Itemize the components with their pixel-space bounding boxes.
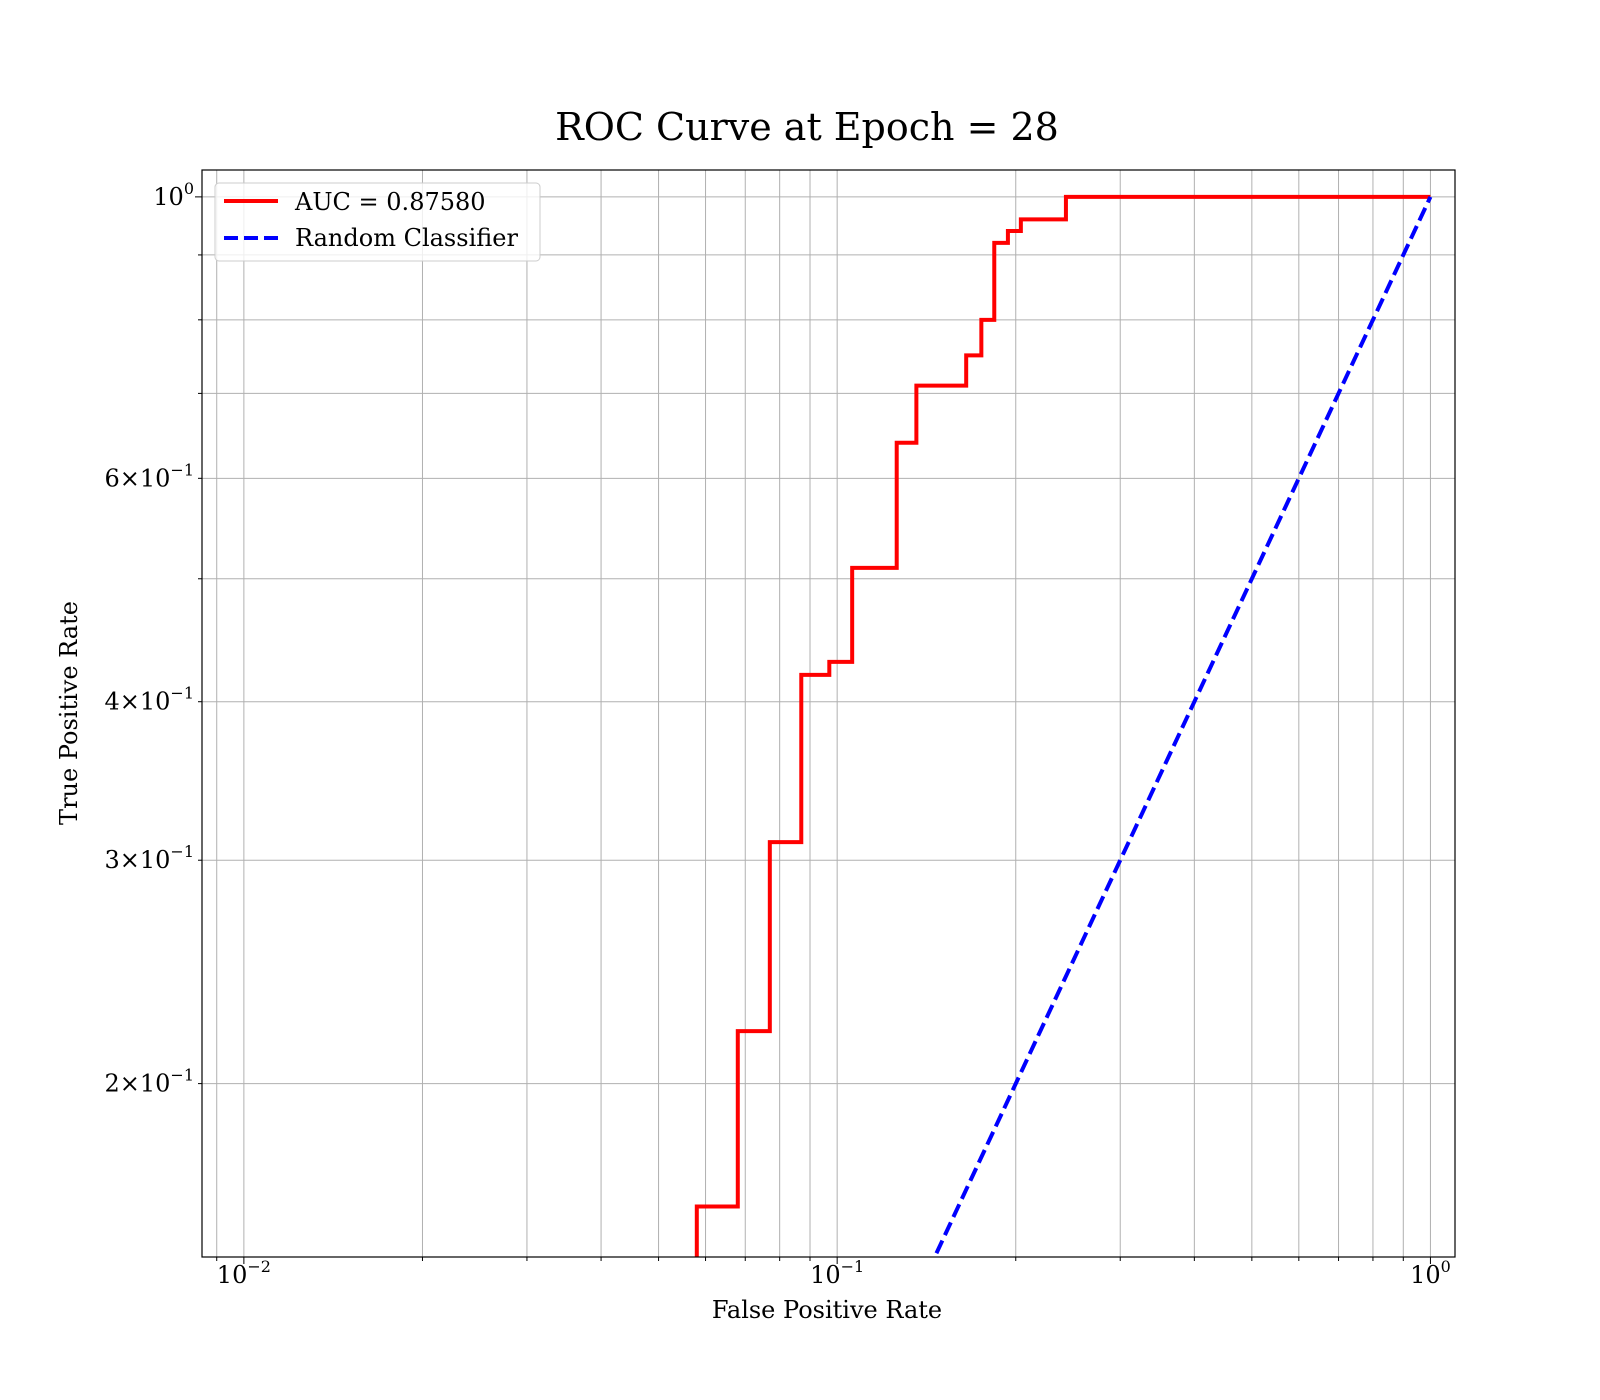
x-tick-label: 10−1	[810, 1257, 864, 1289]
grid	[202, 170, 1455, 1257]
series-layer	[694, 194, 1433, 1257]
legend-box	[214, 182, 541, 262]
y-tick-label: 2×10−1	[104, 1066, 194, 1098]
y-tick-label: 100	[153, 179, 194, 211]
legend-label-random: Random Classifier	[295, 224, 518, 252]
x-tick-label: 100	[1410, 1257, 1451, 1289]
y-tick-label: 4×10−1	[104, 684, 194, 716]
x-axis-label: False Positive Rate	[712, 1296, 942, 1324]
y-tick-label: 3×10−1	[104, 842, 194, 874]
plot-frame	[201, 169, 1456, 1258]
roc-curve-line	[694, 194, 1431, 1257]
legend-label-auc: AUC = 0.87580	[294, 188, 486, 216]
ticks: 10−2 10−1 100 2×10−1 3×10−1 4×10−1 6×10−1 100	[104, 179, 1450, 1289]
random-classifier-line	[934, 196, 1433, 1255]
y-axis-label: True Positive Rate	[55, 601, 83, 825]
y-tick-label: 6×10−1	[104, 460, 194, 492]
chart-title: ROC Curve at Epoch = 28	[555, 105, 1059, 149]
legend: AUC = 0.87580 Random Classifier	[214, 182, 541, 262]
x-tick-label: 10−2	[217, 1257, 271, 1289]
